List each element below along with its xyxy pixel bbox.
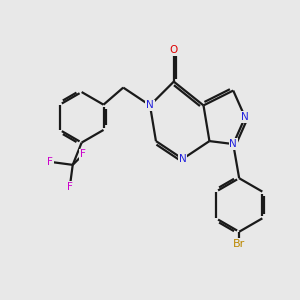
Text: Br: Br — [233, 239, 245, 249]
Text: N: N — [179, 154, 187, 164]
Text: F: F — [47, 157, 53, 167]
Text: O: O — [170, 45, 178, 56]
Text: N: N — [146, 100, 154, 110]
Text: F: F — [67, 182, 73, 192]
Text: N: N — [241, 112, 249, 122]
Text: N: N — [229, 139, 237, 149]
Text: F: F — [80, 149, 86, 160]
